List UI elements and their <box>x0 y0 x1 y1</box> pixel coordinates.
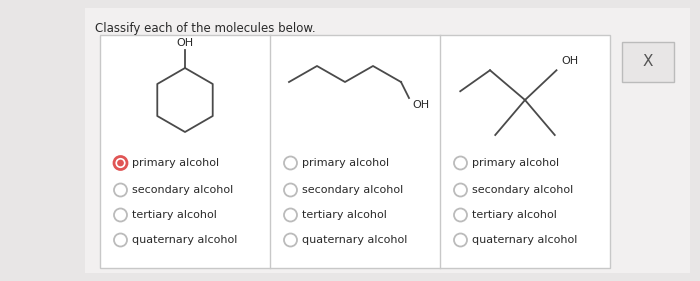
Circle shape <box>117 160 124 166</box>
Text: X: X <box>643 55 653 69</box>
Text: secondary alcohol: secondary alcohol <box>472 185 573 195</box>
Text: secondary alcohol: secondary alcohol <box>302 185 403 195</box>
Text: tertiary alcohol: tertiary alcohol <box>302 210 387 220</box>
Text: quaternary alcohol: quaternary alcohol <box>472 235 578 245</box>
Text: primary alcohol: primary alcohol <box>132 158 219 168</box>
Text: tertiary alcohol: tertiary alcohol <box>472 210 557 220</box>
Text: OH: OH <box>176 38 194 48</box>
Text: tertiary alcohol: tertiary alcohol <box>132 210 217 220</box>
Text: secondary alcohol: secondary alcohol <box>132 185 233 195</box>
FancyBboxPatch shape <box>100 35 610 268</box>
FancyBboxPatch shape <box>622 42 674 82</box>
Text: OH: OH <box>561 56 579 66</box>
Text: OH: OH <box>412 100 429 110</box>
Text: quaternary alcohol: quaternary alcohol <box>302 235 407 245</box>
FancyBboxPatch shape <box>85 8 690 273</box>
Text: Classify each of the molecules below.: Classify each of the molecules below. <box>95 22 316 35</box>
Text: primary alcohol: primary alcohol <box>302 158 389 168</box>
Text: quaternary alcohol: quaternary alcohol <box>132 235 237 245</box>
Text: primary alcohol: primary alcohol <box>472 158 559 168</box>
